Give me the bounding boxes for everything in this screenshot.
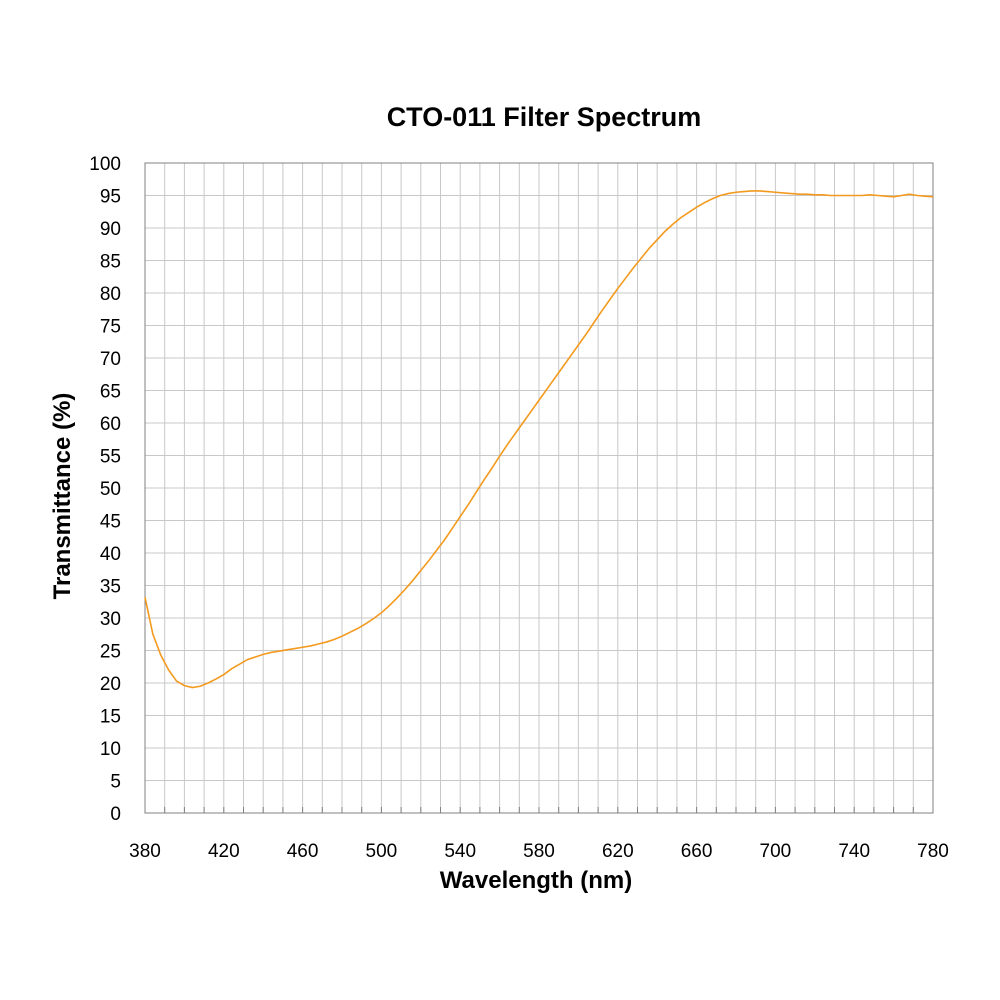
x-tick-label: 460 [287,841,319,862]
y-tick-label: 35 [100,577,121,598]
chart-title: CTO-011 Filter Spectrum [387,102,702,132]
y-tick-label: 80 [100,284,121,305]
y-tick-label: 30 [100,609,121,630]
grid-lines [145,163,933,813]
y-tick-label: 5 [110,772,121,793]
y-tick-label: 20 [100,674,121,695]
y-tick-label: 100 [89,154,121,175]
x-axis: 380 420 460 500 540 580 620 660 700 740 780 [129,841,949,862]
y-tick-label: 75 [100,317,121,338]
y-tick-label: 65 [100,382,121,403]
y-tick-label: 70 [100,349,121,370]
y-axis: 0 5 10 15 20 25 30 35 40 45 50 55 60 65 70 75 80 85 90 95 10… [89,154,121,825]
transmittance-line [144,190,934,689]
y-tick-label: 40 [100,544,121,565]
y-tick-label: 10 [100,739,121,760]
x-axis-title: Wavelength (nm) [440,867,632,894]
x-tick-label: 740 [838,841,870,862]
x-tick-label: 580 [523,841,555,862]
y-tick-label: 50 [100,479,121,500]
y-tick-label: 0 [110,804,121,825]
x-tick-label: 780 [917,841,949,862]
x-tick-label: 540 [444,841,476,862]
y-tick-label: 90 [100,219,121,240]
y-tick-label: 25 [100,642,121,663]
x-tick-label: 700 [760,841,792,862]
y-tick-label: 60 [100,414,121,435]
x-tick-label: 420 [208,841,240,862]
x-tick-label: 500 [366,841,398,862]
y-tick-label: 15 [100,707,121,728]
y-tick-label: 95 [100,187,121,208]
x-tick-label: 380 [129,841,161,862]
y-axis-title: Transmittance (%) [49,393,76,600]
y-tick-label: 55 [100,447,121,468]
y-tick-label: 85 [100,252,121,273]
x-tick-label: 660 [681,841,713,862]
plot-area [144,162,934,814]
x-tick-label: 620 [602,841,634,862]
y-tick-label: 45 [100,512,121,533]
